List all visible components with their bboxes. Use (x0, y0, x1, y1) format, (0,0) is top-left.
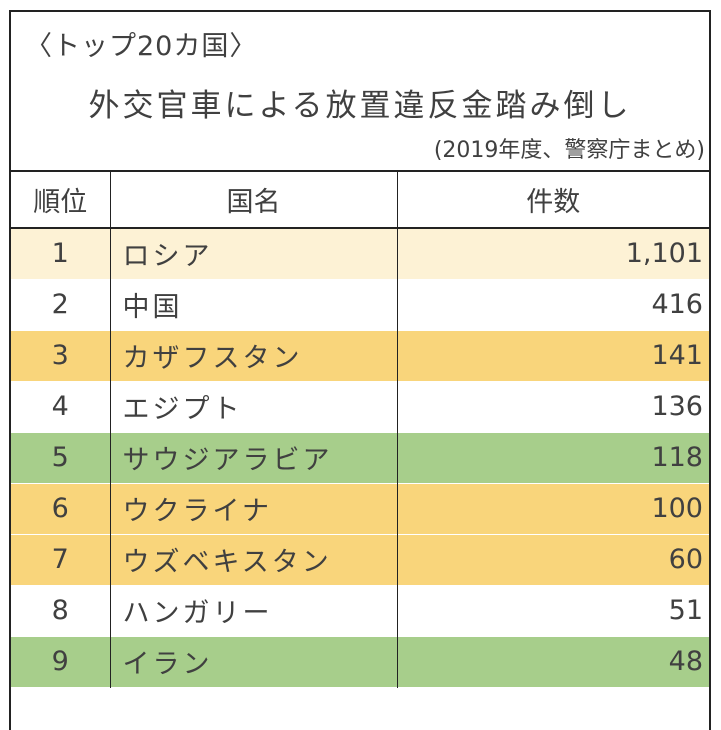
ranking-table: 順位 国名 件数 1 ロシア 1,101 2 中国 416 3 カザフスタン 141 4 エジプト 1… (11, 172, 709, 688)
table-row: 2 中国 416 (11, 279, 709, 330)
ranking-table-frame: 〈トップ20カ国〉 外交官車による放置違反金踏み倒し (2019年度、警察庁まと… (9, 10, 711, 730)
country-cell: エジプト (110, 381, 398, 432)
count-cell: 51 (668, 595, 703, 626)
page-title: 外交官車による放置違反金踏み倒し (88, 88, 632, 124)
rank-cell: 2 (11, 279, 111, 330)
country-cell: ウズベキスタン (110, 534, 398, 585)
rank-cell: 1 (11, 228, 111, 279)
table-row: 1 ロシア 1,101 (11, 228, 709, 279)
count-cell: 118 (651, 442, 703, 473)
column-header-row: 順位 国名 件数 (11, 172, 709, 229)
table-row: 8 ハンガリー 51 (11, 585, 709, 636)
rank-cell: 6 (11, 483, 111, 534)
table-row: 9 イラン 48 (11, 636, 709, 687)
count-cell: 136 (651, 391, 703, 422)
country-cell: サウジアラビア (110, 432, 398, 483)
country-cell: イラン (110, 636, 398, 687)
country-cell: ロシア (110, 228, 398, 279)
count-cell: 1,101 (625, 238, 703, 270)
count-cell: 60 (668, 544, 703, 575)
table-row: 3 カザフスタン 141 (11, 330, 709, 381)
count-cell: 141 (651, 340, 703, 371)
rank-cell: 3 (11, 330, 111, 381)
rank-cell: 9 (11, 636, 111, 687)
table-row: 5 サウジアラビア 118 (11, 432, 709, 483)
subtitle: 〈トップ20カ国〉 (25, 31, 258, 62)
rank-cell: 7 (11, 534, 111, 585)
country-cell: ハンガリー (110, 585, 398, 636)
rank-cell: 8 (11, 585, 111, 636)
column-header-country: 国名 (110, 172, 398, 229)
table-header: 〈トップ20カ国〉 外交官車による放置違反金踏み倒し (2019年度、警察庁まと… (11, 12, 709, 172)
table-row: 6 ウクライナ 100 (11, 483, 709, 534)
count-cell: 100 (651, 493, 703, 524)
country-cell: ウクライナ (110, 483, 398, 534)
source-note: (2019年度、警察庁まとめ) (433, 138, 705, 163)
country-cell: 中国 (110, 279, 398, 330)
table-row: 4 エジプト 136 (11, 381, 709, 432)
count-cell: 416 (651, 289, 703, 320)
country-cell: カザフスタン (110, 330, 398, 381)
rank-cell: 5 (11, 432, 111, 483)
table-row: 7 ウズベキスタン 60 (11, 534, 709, 585)
count-cell: 48 (668, 646, 703, 677)
column-header-rank: 順位 (11, 172, 111, 229)
rank-cell: 4 (11, 381, 111, 432)
column-header-count: 件数 (397, 172, 709, 229)
